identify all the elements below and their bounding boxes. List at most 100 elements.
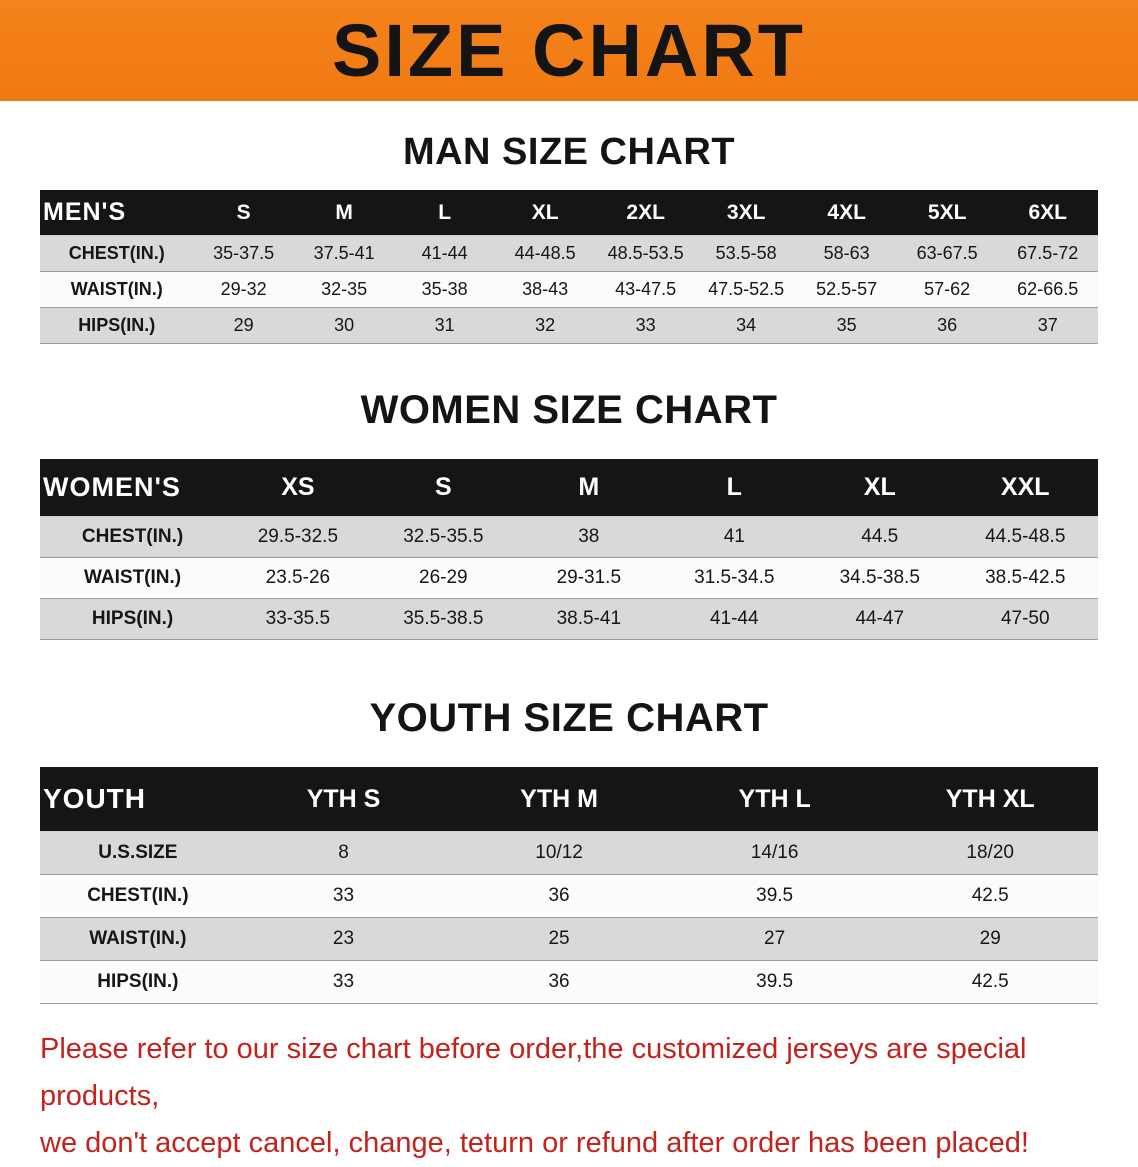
men-size-table: MEN'S S M L XL 2XL 3XL 4XL 5XL 6XL CHEST(IN.) 35-37… [40, 190, 1098, 344]
banner: SIZE CHART [0, 0, 1138, 101]
measurement-label: U.S.SIZE [98, 842, 178, 863]
size-table-row: CHEST(IN.) 29.5-32.5 32.5-35.5 38 41 44.5 44.5… [40, 516, 1098, 558]
size-column-header: YTH M [451, 767, 667, 832]
size-value-cell: 38.5-42.5 [985, 567, 1066, 588]
size-column-header: L [661, 459, 808, 517]
size-value-cell: 44.5 [861, 526, 899, 547]
size-table-header-row: YOUTH YTH S YTH M YTH L YTH XL [40, 767, 1098, 832]
size-column-header: 3XL [695, 190, 797, 236]
size-value-cell: 23.5-26 [265, 567, 331, 588]
size-value-cell: 34.5-38.5 [839, 567, 920, 588]
size-value-cell: 36 [548, 971, 570, 992]
size-table-header-row: MEN'S S M L XL 2XL 3XL 4XL 5XL 6XL [40, 190, 1098, 236]
size-column-header: YTH L [666, 767, 883, 832]
size-value-cell: 58-63 [823, 243, 870, 263]
size-column-header: L [394, 190, 495, 236]
table-group-label: YOUTH [40, 767, 236, 832]
size-value-cell: 39.5 [756, 971, 794, 992]
size-column-header: YTH S [235, 767, 452, 832]
page-title: SIZE CHART [332, 9, 806, 92]
size-value-cell: 35.5-38.5 [403, 608, 484, 629]
size-value-cell: 27 [764, 928, 786, 949]
size-column-header: M [516, 459, 662, 517]
size-value-cell: 33-35.5 [265, 608, 331, 629]
youth-size-table: YOUTH YTH S YTH M YTH L YTH XL U.S.SIZE 8 10/12… [40, 767, 1098, 1004]
size-value-cell: 53.5-58 [715, 243, 777, 263]
note-line-1: Please refer to our size chart before or… [40, 1033, 1027, 1112]
size-value-cell: 38.5-41 [556, 608, 622, 629]
size-table-row: WAIST(IN.) 23 25 27 29 [40, 917, 1098, 961]
men-section-heading: MAN SIZE CHART [402, 131, 736, 173]
size-value-cell: 33 [332, 971, 355, 992]
size-value-cell: 8 [338, 842, 349, 863]
size-table-row: HIPS(IN.) 29 30 31 32 33 34 35 36 37 [40, 307, 1098, 344]
size-table: YOUTH YTH S YTH M YTH L YTH XL U.S.SIZE 8 10/12… [40, 767, 1098, 1004]
size-value-cell: 29-32 [220, 279, 267, 299]
size-value-cell: 41-44 [709, 608, 759, 629]
size-column-header: YTH XL [882, 767, 1098, 832]
size-table-row: HIPS(IN.) 33 36 39.5 42.5 [40, 960, 1098, 1004]
size-value-cell: 41 [723, 526, 745, 547]
size-table: MEN'S S M L XL 2XL 3XL 4XL 5XL 6XL CHEST(IN.) 35-37… [40, 190, 1098, 344]
size-table-row: WAIST(IN.) 29-32 32-35 35-38 38-43 43-47.5 47.… [40, 271, 1098, 308]
measurement-label: WAIST(IN.) [84, 567, 182, 588]
size-value-cell: 37.5-41 [313, 243, 375, 263]
size-table-row: HIPS(IN.) 33-35.5 35.5-38.5 38.5-41 41-44 44-… [40, 598, 1098, 640]
size-value-cell: 10/12 [535, 842, 583, 863]
size-value-cell: 44.5-48.5 [985, 526, 1066, 547]
size-value-cell: 35-38 [421, 279, 468, 299]
size-value-cell: 67.5-72 [1017, 243, 1079, 263]
size-column-header: XL [494, 190, 596, 236]
size-value-cell: 42.5 [971, 971, 1009, 992]
size-value-cell: 30 [334, 315, 355, 335]
size-value-cell: 42.5 [971, 885, 1009, 906]
size-value-cell: 41-44 [421, 243, 468, 263]
measurement-label: HIPS(IN.) [97, 971, 179, 992]
youth-section-heading: YOUTH SIZE CHART [369, 696, 769, 740]
women-size-table: WOMEN'S XS S M L XL XXL CHEST(IN.) 29.5-32.5 32.5… [40, 459, 1098, 640]
measurement-label: CHEST(IN.) [87, 885, 189, 906]
size-value-cell: 34 [736, 315, 757, 335]
size-value-cell: 31 [434, 315, 455, 335]
size-value-cell: 29.5-32.5 [257, 526, 339, 547]
size-value-cell: 57-62 [924, 279, 971, 299]
size-value-cell: 37 [1037, 315, 1058, 335]
measurement-label: CHEST(IN.) [81, 526, 184, 547]
size-value-cell: 31.5-34.5 [694, 567, 775, 588]
size-value-cell: 48.5-53.5 [607, 243, 684, 263]
measurement-label: CHEST(IN.) [68, 243, 165, 263]
size-column-header: XL [807, 459, 953, 517]
size-value-cell: 18/20 [966, 842, 1014, 863]
size-value-cell: 33 [332, 885, 355, 906]
size-value-cell: 23 [332, 928, 355, 949]
size-column-header: XXL [952, 459, 1098, 517]
measurement-label: WAIST(IN.) [70, 279, 163, 299]
size-value-cell: 35-37.5 [213, 243, 275, 263]
size-value-cell: 36 [937, 315, 958, 335]
size-value-cell: 44-47 [855, 608, 905, 629]
table-group-label: MEN'S [40, 190, 194, 236]
size-value-cell: 63-67.5 [916, 243, 978, 263]
size-value-cell: 43-47.5 [615, 279, 677, 299]
size-value-cell: 47.5-52.5 [708, 279, 785, 299]
size-value-cell: 35 [836, 315, 857, 335]
size-value-cell: 44-48.5 [514, 243, 576, 263]
size-table-row: CHEST(IN.) 33 36 39.5 42.5 [40, 874, 1098, 918]
size-value-cell: 32-35 [321, 279, 368, 299]
size-value-cell: 38-43 [522, 279, 569, 299]
size-table-row: CHEST(IN.) 35-37.5 37.5-41 41-44 44-48.5 48.5… [40, 235, 1098, 272]
size-table: WOMEN'S XS S M L XL XXL CHEST(IN.) 29.5-32.5 32.5… [40, 459, 1098, 640]
size-value-cell: 29 [233, 315, 254, 335]
note-line-2: we don't accept cancel, change, teturn o… [40, 1127, 1029, 1159]
size-column-header: M [293, 190, 395, 236]
size-table-row: WAIST(IN.) 23.5-26 26-29 29-31.5 31.5-34.5 34… [40, 557, 1098, 599]
size-value-cell: 32 [535, 315, 556, 335]
size-value-cell: 29 [979, 928, 1001, 949]
size-value-cell: 39.5 [756, 885, 794, 906]
size-value-cell: 33 [635, 315, 656, 335]
size-column-header: 5XL [896, 190, 998, 236]
size-column-header: 4XL [796, 190, 897, 236]
measurement-label: HIPS(IN.) [78, 315, 156, 335]
size-value-cell: 29-31.5 [556, 567, 622, 588]
